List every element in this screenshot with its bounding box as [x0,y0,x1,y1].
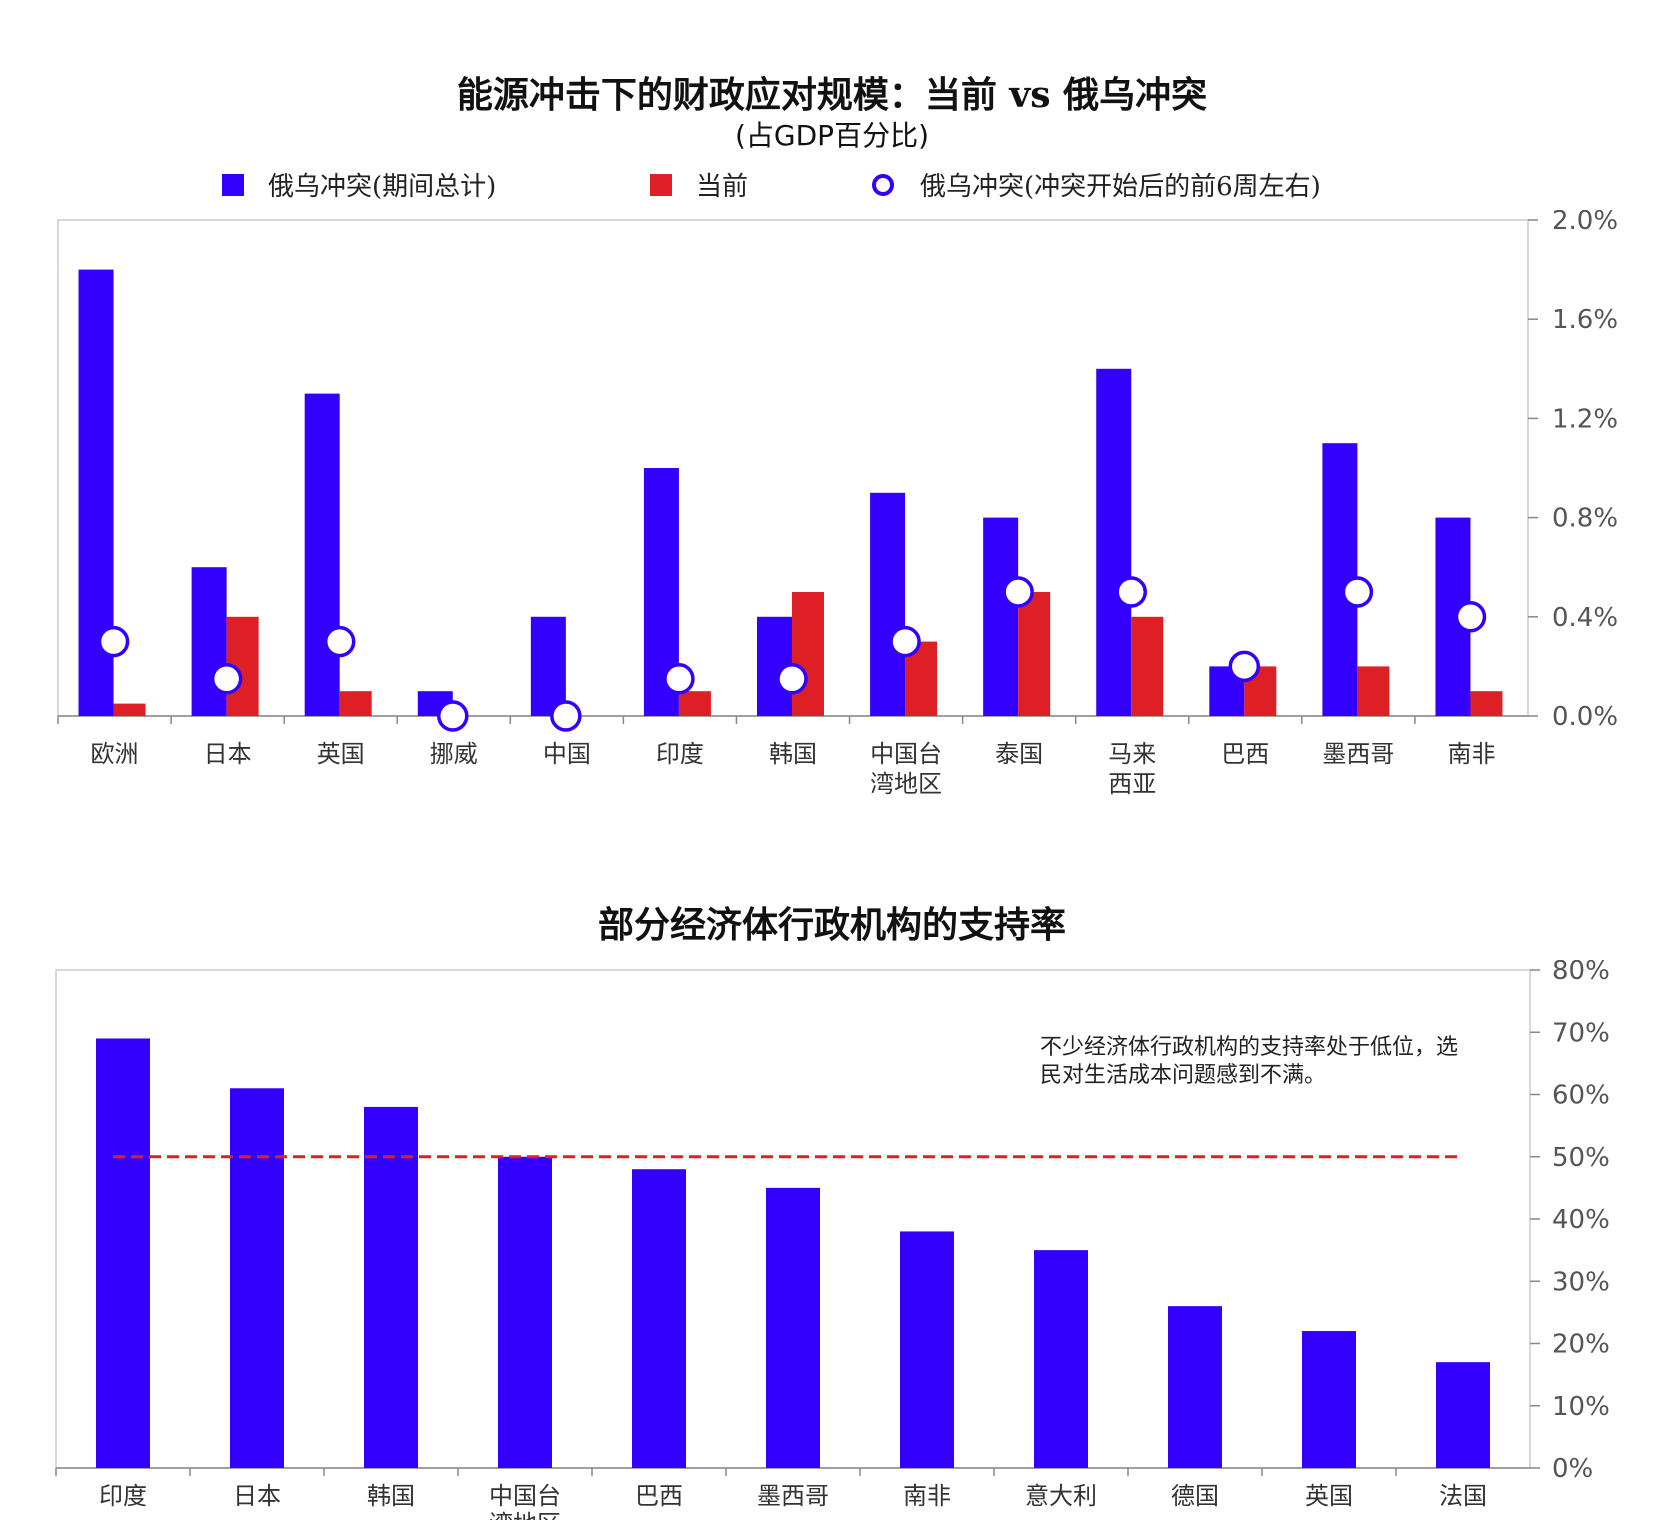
chart2-bar [364,1106,418,1468]
chart1-bar-total [191,567,227,716]
chart1-marker-first6weeks [1228,650,1261,683]
chart2-x-tick-label: 英国 [1305,1482,1353,1510]
legend-item-total: 俄乌冲突(期间总计) [222,166,496,203]
legend-marker-circle-icon [872,173,894,196]
chart1-bar-current [792,592,824,716]
chart1-container: 0.0% 0.4% 0.8% 1.2% 1.6% 2.0% 欧洲 日本 英国 挪威 中国 印度 韩国 中国… [0,206,1664,810]
chart2-y-tick-label: 60% [1552,1081,1610,1111]
legend-item-current: 当前 [650,166,748,203]
chart1-x-tick-label: 欧洲 [91,740,139,768]
chart2-y-tick-label: 10% [1552,1392,1610,1422]
chart1-bar-total [1096,368,1132,716]
chart1-bar-current [113,703,146,716]
chart1-marker-first6weeks [97,625,130,658]
chart2-y-tick-label: 0% [1552,1454,1593,1484]
chart2-title: 部分经济体行政机构的支持率 [597,904,1066,946]
chart2-x-tick-label: 印度 [99,1482,147,1510]
chart1-marker-first6weeks [1341,576,1374,608]
chart2-bar [632,1169,686,1468]
chart1-marker-first6weeks [550,700,582,732]
chart2-y-tick-label: 40% [1552,1205,1610,1235]
chart2-x-tick-label: 南非 [903,1482,951,1510]
chart2-annotation: 不少经济体行政机构的支持率处于低位，选民对生活成本问题感到不满。 [1040,1035,1459,1088]
chart1-bar-total [530,616,566,716]
chart1-x-tick-label: 韩国 [769,740,817,768]
chart1-x-tick-label: 马来 [1108,740,1156,768]
chart2-x-tick-label: 日本 [233,1482,281,1510]
chart2-bar [1034,1250,1088,1468]
chart1-x-tick-label: 西亚 [1108,770,1156,798]
chart1-marker-first6weeks [1454,601,1487,633]
chart2-bar [498,1156,552,1468]
chart2-bar [900,1231,954,1468]
chart2-x-tick-label: 韩国 [367,1482,415,1510]
chart1-x-tick-label: 英国 [317,740,365,768]
chart1-marker-first6weeks [1115,576,1147,608]
chart2-x-tick-label: 意大利 [1025,1482,1097,1510]
chart2-bar [230,1088,284,1468]
chart2-bar [1302,1331,1356,1468]
chart2-bar [766,1187,820,1468]
chart2-x-tick-label: 德国 [1171,1482,1219,1510]
chart1-y-tick-label: 0.0% [1552,702,1618,732]
chart1-y-tick-label: 2.0% [1552,210,1618,236]
chart1-marker-first6weeks [437,700,469,732]
chart1-x-tick-label: 南非 [1447,740,1495,768]
chart1-bar-current [1018,592,1051,716]
chart1-x-tick-label: 日本 [204,740,252,768]
chart1-marker-first6weeks [1002,576,1034,608]
chart2-bar [1168,1306,1222,1468]
chart2-y-tick-label: 20% [1552,1330,1610,1360]
legend-item-first6weeks: 俄乌冲突(冲突开始后的前6周左右) [872,166,1321,203]
chart1-marker-first6weeks [776,663,808,695]
chart1-marker-first6weeks [663,663,695,695]
chart2-y-tick-label: 70% [1552,1018,1610,1048]
chart2-x-tick-label: 墨西哥 [757,1482,829,1510]
chart1-x-tick-label: 墨西哥 [1322,740,1394,768]
chart2-bar [1436,1362,1490,1468]
chart1-bar-current [1357,666,1390,716]
chart1-bar-current [1131,616,1164,716]
legend-label-first6weeks: 俄乌冲突(冲突开始后的前6周左右) [920,172,1321,202]
chart1-y-tick-label: 1.6% [1552,305,1618,335]
chart1-bar-current [1470,691,1503,716]
chart1-svg: 0.0% 0.4% 0.8% 1.2% 1.6% 2.0% 欧洲 日本 英国 挪威 中国 印度 韩国 中国… [57,206,1618,798]
chart2-bar [96,1038,150,1468]
chart1-x-tick-label: 印度 [656,740,704,768]
chart1-subtitle: (占GDP百分比) [735,119,929,152]
chart1-x-tick-label: 中国 [543,740,591,768]
legend-swatch-red [650,173,672,196]
legend-label-current: 当前 [696,172,749,202]
legend-label-total: 俄乌冲突(期间总计) [268,172,497,202]
chart1-title: 能源冲击下的财政应对规模：当前 vs 俄乌冲突 [456,74,1208,116]
legend-swatch-blue [222,173,244,196]
chart1-x-tick-label: 中国台 [870,740,942,768]
chart1-y-tick-label: 1.2% [1552,404,1618,434]
chart2-x-tick-label: 法国 [1439,1482,1487,1510]
chart1-y-tick-label: 0.4% [1552,603,1618,633]
chart1-x-tick-label: 泰国 [995,740,1043,768]
chart2-x-tick-label: 湾地区 [489,1510,561,1520]
chart1-bar-total [983,517,1019,716]
chart2-y-tick-label: 80% [1552,960,1610,986]
chart1-x-tick-label: 巴西 [1221,740,1269,768]
chart1-bar-total [304,393,340,716]
chart1-marker-first6weeks [889,625,921,658]
chart2-x-tick-label: 中国台 [489,1482,561,1510]
chart1-bar-current [678,691,711,716]
chart1-legend: 俄乌冲突(期间总计) 当前 俄乌冲突(冲突开始后的前6周左右) [0,166,1664,206]
chart2-y-tick-label: 50% [1552,1143,1610,1173]
chart1-marker-first6weeks [323,625,356,658]
chart2-x-tick-label: 巴西 [635,1482,683,1510]
chart2-y-tick-label: 30% [1552,1267,1610,1297]
chart1-x-tick-label: 挪威 [430,740,478,768]
chart1-marker-first6weeks [210,663,243,695]
chart1-x-tick-label: 湾地区 [870,770,942,798]
chart1-y-tick-label: 0.8% [1552,504,1618,534]
chart1-bar-total [870,492,906,716]
chart1-bar-current [339,691,372,716]
